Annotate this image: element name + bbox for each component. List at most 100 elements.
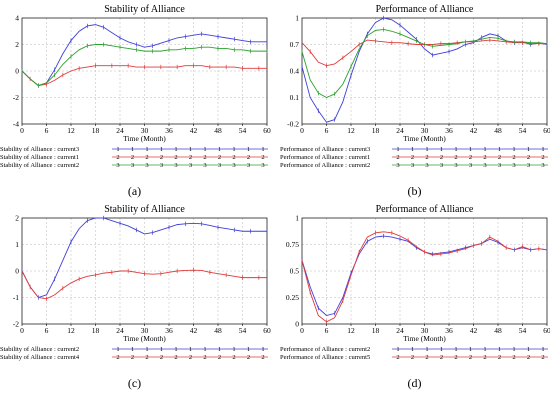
legend-marker: 2 xyxy=(469,154,472,161)
legend-marker: 1 xyxy=(396,146,399,153)
legend-marker: 3 xyxy=(498,162,501,169)
x-tick-label: 36 xyxy=(165,326,173,335)
legend-marker: 1 xyxy=(131,146,134,153)
y-tick-label: 0.4 xyxy=(290,67,300,76)
legend-marker: 2 xyxy=(131,154,134,161)
x-axis-label: Time (Month) xyxy=(403,334,446,343)
legend-marker: 1 xyxy=(160,146,163,153)
legend-label-3: Performance of Alliance : current2 xyxy=(280,162,370,169)
x-tick-label: 12 xyxy=(67,126,75,135)
legend-marker: 2 xyxy=(498,354,501,361)
legend-marker: 3 xyxy=(469,162,472,169)
y-tick-label: 0.5 xyxy=(290,267,300,276)
legend-label-1: Performance of Alliance : current3 xyxy=(280,146,370,153)
legend-marker: 1 xyxy=(116,146,119,153)
legend-marker: 2 xyxy=(261,154,264,161)
x-tick-label: 54 xyxy=(239,126,247,135)
legend-marker: 1 xyxy=(261,346,264,353)
x-axis-label: Time (Month) xyxy=(123,134,166,143)
x-tick-label: 18 xyxy=(92,126,100,135)
x-tick-label: 48 xyxy=(494,326,502,335)
chart-title: Performance of Alliance xyxy=(376,4,474,15)
legend-marker: 1 xyxy=(232,146,235,153)
x-tick-label: 6 xyxy=(45,326,49,335)
x-tick-label: 48 xyxy=(494,126,502,135)
x-tick-label: 0 xyxy=(300,126,304,135)
legend-marker: 1 xyxy=(189,146,192,153)
y-tick-label: -2 xyxy=(13,320,19,329)
legend-marker: 2 xyxy=(189,154,192,161)
legend-marker: 1 xyxy=(498,146,501,153)
legend-marker: 1 xyxy=(247,346,250,353)
legend-marker: 2 xyxy=(483,354,486,361)
legend-marker: 3 xyxy=(116,162,119,169)
legend-marker: 1 xyxy=(145,346,148,353)
series-line-3 xyxy=(301,29,548,98)
x-tick-label: 48 xyxy=(214,126,222,135)
legend-marker: 1 xyxy=(189,346,192,353)
legend-marker: 2 xyxy=(131,354,134,361)
legend-marker: 2 xyxy=(160,354,163,361)
x-tick-label: 12 xyxy=(67,326,75,335)
legend-marker: 3 xyxy=(174,162,177,169)
legend-marker: 3 xyxy=(203,162,206,169)
y-tick-label: 2 xyxy=(15,214,19,223)
x-tick-label: 24 xyxy=(116,126,124,135)
x-tick-label: 24 xyxy=(396,326,404,335)
x-tick-label: 30 xyxy=(421,326,429,335)
legend-marker: 2 xyxy=(145,154,148,161)
x-tick-label: 0 xyxy=(20,326,24,335)
legend-marker: 2 xyxy=(203,354,206,361)
x-tick-label: 30 xyxy=(421,126,429,135)
legend-marker: 3 xyxy=(541,162,544,169)
x-tick-label: 42 xyxy=(470,326,478,335)
legend-marker: 1 xyxy=(440,146,443,153)
y-tick-label: 0 xyxy=(15,67,19,76)
legend-marker: 1 xyxy=(469,346,472,353)
legend-marker: 2 xyxy=(396,154,399,161)
legend-marker: 3 xyxy=(527,162,530,169)
legend-marker: 2 xyxy=(440,154,443,161)
x-tick-label: 18 xyxy=(92,326,100,335)
legend-marker: 3 xyxy=(440,162,443,169)
x-tick-label: 30 xyxy=(141,126,149,135)
legend-marker: 1 xyxy=(232,346,235,353)
x-tick-label: 60 xyxy=(543,126,550,135)
legend-marker: 2 xyxy=(454,354,457,361)
legend-marker: 1 xyxy=(469,146,472,153)
x-tick-label: 18 xyxy=(372,326,380,335)
legend-marker: 2 xyxy=(541,354,544,361)
series-line-3 xyxy=(21,44,267,87)
legend-marker: 1 xyxy=(541,346,544,353)
x-tick-label: 42 xyxy=(190,326,198,335)
legend-marker: 2 xyxy=(483,154,486,161)
x-tick-label: 60 xyxy=(263,126,271,135)
legend-marker: 3 xyxy=(189,162,192,169)
x-tick-label: 42 xyxy=(190,126,198,135)
legend-marker: 1 xyxy=(203,146,206,153)
legend-marker: 2 xyxy=(247,154,250,161)
x-tick-label: 48 xyxy=(214,326,222,335)
y-tick-label: 0 xyxy=(295,320,299,329)
legend-marker: 2 xyxy=(160,154,163,161)
x-tick-label: 6 xyxy=(325,326,329,335)
x-tick-label: 18 xyxy=(372,126,380,135)
legend-marker: 1 xyxy=(131,346,134,353)
legend-marker: 2 xyxy=(527,154,530,161)
legend-marker: 2 xyxy=(232,354,235,361)
legend-marker: 2 xyxy=(174,354,177,361)
legend-marker: 2 xyxy=(396,354,399,361)
legend-marker: 1 xyxy=(218,346,221,353)
legend-marker: 1 xyxy=(483,346,486,353)
legend-marker: 1 xyxy=(203,346,206,353)
series-line-2 xyxy=(301,231,548,323)
legend-marker: 2 xyxy=(145,354,148,361)
legend-marker: 1 xyxy=(512,146,515,153)
legend-marker: 2 xyxy=(411,154,414,161)
panel-letter: (a) xyxy=(128,184,141,198)
legend-label-2: Stability of Alliance : current1 xyxy=(0,154,79,161)
